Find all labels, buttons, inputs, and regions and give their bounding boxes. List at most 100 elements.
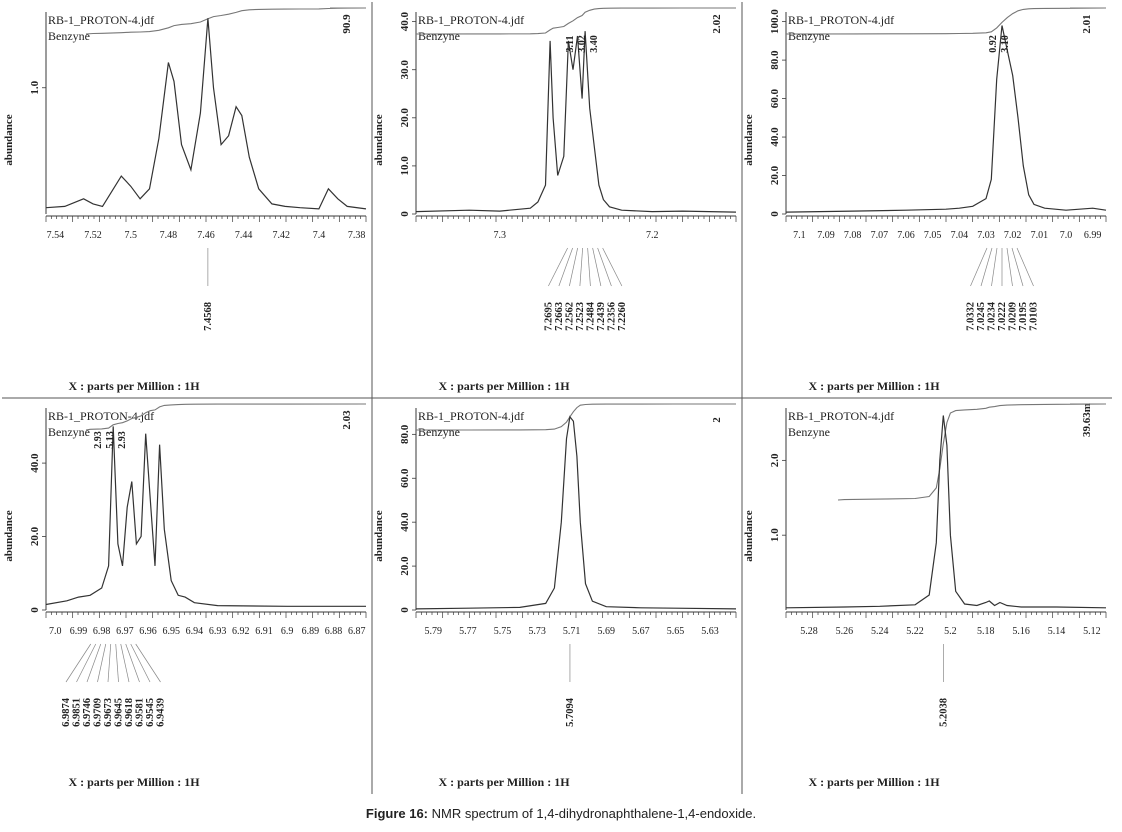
x-tick-label: 6.91 (255, 626, 273, 637)
x-tick-label: 6.99 (1084, 230, 1102, 241)
x-tick-label: 5.22 (906, 626, 924, 637)
solvent-label: Benzyne (788, 425, 830, 439)
peak-pick-label: 6.9874 (61, 697, 72, 727)
peak-pick-label: 7.0209 (1008, 302, 1019, 331)
x-tick-label: 5.14 (1048, 626, 1066, 637)
x-tick-label: 7.06 (897, 230, 915, 241)
y-tick-label: 40.0 (399, 512, 411, 532)
figure-caption: Figure 16: NMR spectrum of 1,4-dihydrona… (0, 806, 1122, 821)
peak-pick-label: 7.2562 (564, 302, 575, 331)
peak-pick-label: 7.4568 (203, 302, 214, 331)
x-tick-label: 6.99 (70, 626, 88, 637)
y-tick-label: 80.0 (399, 424, 411, 444)
x-tick-label: 5.63 (701, 626, 719, 637)
x-tick-label: 6.93 (209, 626, 227, 637)
peak-pick-line (76, 643, 97, 683)
integral-peak-label: 5.13 (105, 431, 116, 449)
x-tick-label: 7.0 (49, 626, 62, 637)
peak-pick-label: 6.9851 (71, 698, 82, 727)
y-tick-label: 20.0 (29, 526, 41, 546)
peak-pick-label: 7.0195 (1018, 302, 1029, 331)
x-tick-label: 5.18 (977, 626, 995, 637)
spectrum-line (785, 25, 1107, 213)
peak-pick-line (65, 643, 92, 683)
peak-pick-label: 7.2695 (543, 302, 554, 331)
peak-pick-label: 5.2038 (938, 698, 949, 727)
peak-pick-label: 6.9673 (103, 698, 114, 727)
peak-pick-label: 7.2523 (575, 302, 586, 331)
figure-caption-text: NMR spectrum of 1,4-dihydronaphthalene-1… (431, 806, 757, 821)
peak-pick-line (130, 643, 151, 683)
x-tick-label: 7.52 (84, 230, 102, 241)
integral-curve (785, 7, 1107, 35)
file-label: RB-1_PROTON-4.jdf (48, 409, 154, 423)
integral-value-label: 2 (711, 417, 723, 423)
x-tick-label: 7.04 (951, 230, 969, 241)
x-tick-label: 5.12 (1083, 626, 1101, 637)
x-tick-label: 5.26 (836, 626, 854, 637)
peak-pick-label: 6.9581 (134, 698, 145, 727)
y-tick-label: 2.0 (769, 453, 781, 467)
figure-caption-label: Figure 16: (365, 806, 429, 821)
x-tick-label: 7.02 (1004, 230, 1022, 241)
x-tick-label: 5.71 (563, 626, 581, 637)
nmr-panel-6: 5.28 5.26 5.24 5.22 5.2 5.18 5.16 5.14 5.12 1.0 2.… (743, 403, 1107, 789)
file-label: RB-1_PROTON-4.jdf (48, 13, 154, 27)
x-tick-label: 7.2 (646, 230, 659, 241)
x-tick-label: 7.3 (494, 230, 507, 241)
peak-pick-line (579, 247, 583, 287)
x-axis-label: X : parts per Million : 1H (808, 775, 940, 789)
peak-pick-label: 6.9645 (113, 698, 124, 727)
x-tick-label: 6.95 (162, 626, 180, 637)
x-tick-label: 6.9 (281, 626, 294, 637)
file-label: RB-1_PROTON-4.jdf (788, 13, 894, 27)
nmr-panel-2: 7.3 7.2 0 10.0 20.0 30.0 40.0 abundance RB-1_PRO… (373, 7, 737, 393)
x-tick-label: 7.08 (844, 230, 862, 241)
peak-pick-line (991, 247, 998, 287)
peak-pick-line (1011, 247, 1024, 287)
peak-pick-line (548, 247, 568, 287)
integral-peak-label: 2.93 (117, 431, 128, 449)
x-tick-label: 7.48 (160, 230, 178, 241)
peak-pick-label: 7.0245 (976, 302, 987, 331)
x-tick-label: 7.03 (977, 230, 995, 241)
peak-pick-label: 6.9746 (82, 698, 93, 727)
integral-value-label: 2.01 (1081, 14, 1093, 33)
y-tick-label: 20.0 (399, 556, 411, 576)
integral-value-label: 39.63m (1081, 403, 1093, 437)
peak-pick-line (1006, 247, 1013, 287)
spectrum-line (45, 426, 366, 607)
x-axis-label: X : parts per Million : 1H (68, 775, 200, 789)
peak-pick-line (107, 643, 112, 683)
y-tick-label: 40.0 (769, 127, 781, 147)
x-tick-label: 7.54 (47, 230, 65, 241)
file-label: RB-1_PROTON-4.jdf (418, 409, 524, 423)
x-tick-label: 7.01 (1031, 230, 1049, 241)
peak-pick-line (970, 247, 988, 287)
solvent-label: Benzyne (418, 425, 460, 439)
peak-pick-label: 6.9439 (155, 698, 166, 727)
integral-value-label: 2.02 (711, 14, 723, 34)
x-tick-label: 7.44 (235, 230, 253, 241)
nmr-panel-1: 7.54 7.52 7.5 7.48 7.46 7.44 7.42 7.4 7.38 1.0 abu… (3, 7, 367, 393)
y-tick-label: 80.0 (769, 50, 781, 70)
x-tick-label: 7.38 (348, 230, 366, 241)
x-tick-label: 6.89 (302, 626, 320, 637)
y-tick-label: 0 (399, 607, 411, 613)
peak-pick-label: 6.9709 (92, 698, 103, 727)
solvent-label: Benzyne (48, 425, 90, 439)
peak-pick-line (592, 247, 602, 287)
peak-pick-label: 7.0332 (966, 302, 977, 331)
nmr-panel-3: 7.1 7.09 7.08 7.07 7.06 7.05 7.04 7.03 7.02 7.01 7… (743, 7, 1107, 393)
nmr-panel-4: 7.0 6.99 6.98 6.97 6.96 6.95 6.94 6.93 6.92 6.91 6… (3, 403, 367, 789)
peak-pick-line (1016, 247, 1034, 287)
integral-peak-label: 3.10 (1000, 35, 1011, 53)
y-tick-label: 1.0 (769, 528, 781, 542)
x-tick-label: 5.2 (944, 626, 957, 637)
x-tick-label: 5.75 (494, 626, 512, 637)
x-tick-label: 5.65 (667, 626, 685, 637)
integral-curve (837, 403, 1107, 501)
x-tick-label: 5.28 (800, 626, 818, 637)
x-axis-label: X : parts per Million : 1H (68, 379, 200, 393)
peak-pick-line (597, 247, 612, 287)
